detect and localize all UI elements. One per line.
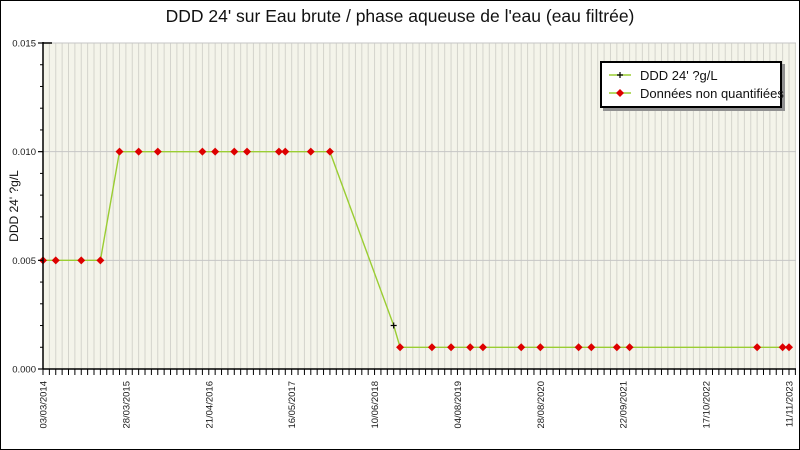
data-point-non-quantified [230,147,239,156]
data-point-non-quantified [153,147,162,156]
quantified-series-marker-icon [609,72,631,78]
data-point-non-quantified [115,147,124,156]
legend-item-non-quantified: Données non quantifiées [607,84,784,102]
data-point-non-quantified [587,343,596,352]
data-point-non-quantified [281,147,290,156]
x-tick-label: 16/05/2017 [287,381,298,429]
data-point-non-quantified [51,256,60,265]
x-tick-label: 28/08/2020 [536,381,547,429]
data-point-non-quantified [77,256,86,265]
x-tick-label: 22/09/2021 [619,381,630,429]
data-point-non-quantified [274,147,283,156]
y-tick-label: 0.000 [12,365,36,376]
data-point-non-quantified [134,147,143,156]
data-point-non-quantified [96,256,105,265]
data-point-non-quantified [396,343,405,352]
data-point-non-quantified [778,343,787,352]
legend-item-quantified: DDD 24' ?g/L [607,66,774,84]
x-tick-label: 28/03/2015 [121,381,132,429]
data-point-non-quantified [466,343,475,352]
x-tick-label: 21/04/2016 [204,381,215,429]
data-point-non-quantified [325,147,334,156]
data-point-non-quantified [198,147,207,156]
x-tick-label: 03/03/2014 [39,381,50,429]
data-point-non-quantified [478,343,487,352]
data-point-non-quantified [785,343,793,352]
x-tick-label: 04/08/2019 [453,381,464,429]
y-tick-label: 0.010 [12,147,36,158]
data-point-non-quantified [447,343,456,352]
y-tick-label: 0.015 [12,39,36,50]
data-point-non-quantified [243,147,252,156]
data-point-non-quantified [536,343,545,352]
x-tick-label: 11/11/2023 [785,381,796,427]
legend-label-quantified: DDD 24' ?g/L [640,67,718,83]
data-point-non-quantified [753,343,762,352]
data-point-non-quantified [306,147,315,156]
data-point-non-quantified [211,147,220,156]
legend-label-non-quantified: Données non quantifiées [640,85,784,101]
legend: DDD 24' ?g/L Données non quantifiées [600,61,784,108]
data-point-non-quantified [517,343,526,352]
x-tick-label: 17/10/2022 [702,381,713,429]
data-point-quantified [390,322,397,329]
data-point-non-quantified [625,343,634,352]
non-quantified-series-marker-icon [609,89,631,97]
x-tick-label: 10/06/2018 [370,381,381,429]
data-point-non-quantified [574,343,583,352]
chart-title: DDD 24' sur Eau brute / phase aqueuse de… [165,6,635,26]
data-point-non-quantified [427,343,436,352]
data-point-non-quantified [612,343,621,352]
y-tick-label: 0.005 [12,256,36,267]
